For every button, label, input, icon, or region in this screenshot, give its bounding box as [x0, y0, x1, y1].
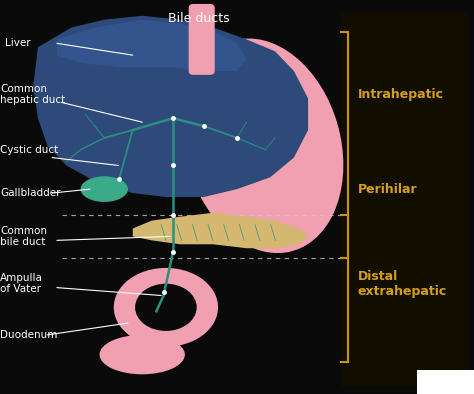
Polygon shape: [133, 213, 308, 248]
Polygon shape: [417, 370, 474, 394]
Text: Ampulla
of Vater: Ampulla of Vater: [0, 273, 43, 294]
Text: Gallbladder: Gallbladder: [0, 188, 61, 198]
Text: Duodenum: Duodenum: [0, 330, 57, 340]
Polygon shape: [57, 20, 246, 71]
Text: Perihilar: Perihilar: [358, 183, 418, 195]
FancyBboxPatch shape: [341, 12, 469, 386]
Text: Liver: Liver: [5, 38, 30, 48]
Text: Bile ducts: Bile ducts: [168, 12, 230, 25]
Text: Distal
extrahepatic: Distal extrahepatic: [358, 269, 447, 298]
Ellipse shape: [114, 268, 218, 347]
Text: Cystic duct: Cystic duct: [0, 145, 58, 155]
Ellipse shape: [81, 177, 128, 202]
FancyBboxPatch shape: [189, 4, 215, 75]
Text: Common
bile duct: Common bile duct: [0, 226, 47, 247]
Polygon shape: [33, 16, 308, 197]
Ellipse shape: [100, 335, 185, 374]
Text: Intrahepatic: Intrahepatic: [358, 88, 444, 101]
Ellipse shape: [183, 39, 343, 253]
Text: Common
hepatic duct: Common hepatic duct: [0, 84, 65, 105]
Ellipse shape: [135, 284, 197, 331]
